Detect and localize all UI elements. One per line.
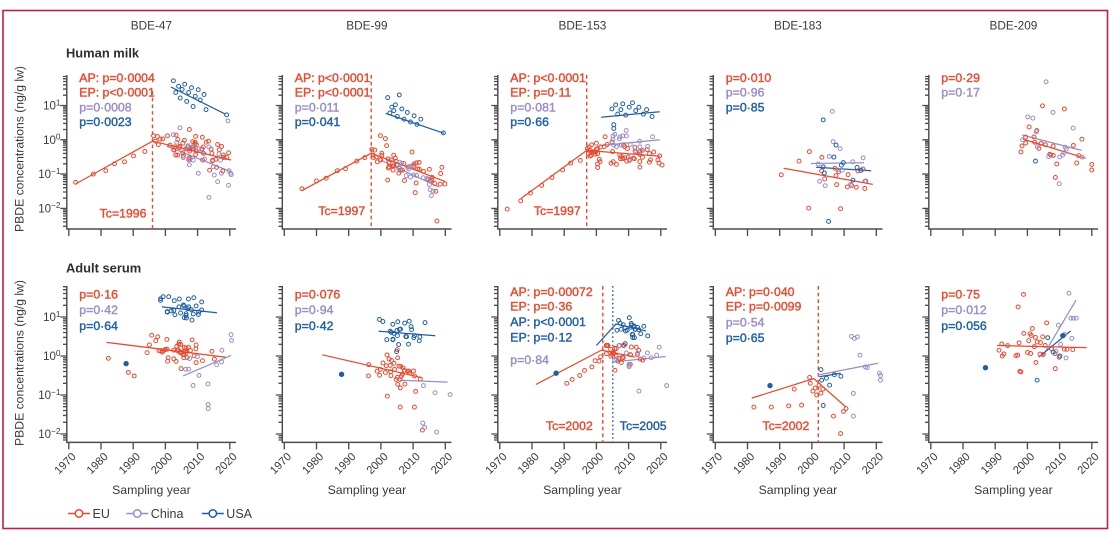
- svg-text:Tc=1997: Tc=1997: [318, 204, 365, 218]
- svg-text:p=0·85: p=0·85: [726, 100, 765, 114]
- svg-text:EP: p=0·12: EP: p=0·12: [510, 330, 572, 344]
- svg-text:Sampling year: Sampling year: [759, 483, 838, 497]
- svg-text:AP: p<0·0001: AP: p<0·0001: [510, 315, 586, 329]
- svg-text:Tc=1997: Tc=1997: [534, 204, 581, 218]
- svg-text:EP: p=0·11: EP: p=0·11: [510, 86, 571, 100]
- svg-text:p=0·17: p=0·17: [941, 86, 980, 100]
- svg-text:Adult serum: Adult serum: [66, 261, 141, 276]
- svg-text:EP: p<0·0001: EP: p<0·0001: [79, 86, 155, 100]
- svg-text:BDE-183: BDE-183: [774, 18, 822, 32]
- svg-text:Tc=2005: Tc=2005: [620, 419, 667, 433]
- svg-text:AP: p=0·0004: AP: p=0·0004: [79, 71, 155, 85]
- svg-text:AP: p<0·0001: AP: p<0·0001: [510, 71, 586, 85]
- svg-text:p=0·65: p=0·65: [726, 331, 765, 345]
- svg-text:BDE-99: BDE-99: [346, 18, 387, 32]
- svg-text:p=0·0008: p=0·0008: [79, 100, 131, 114]
- svg-text:p=0·54: p=0·54: [726, 315, 765, 329]
- svg-text:EP: p=0·0099: EP: p=0·0099: [726, 299, 802, 313]
- svg-text:China: China: [151, 507, 184, 521]
- svg-text:p=0·75: p=0·75: [941, 287, 980, 301]
- svg-text:BDE-209: BDE-209: [989, 18, 1037, 32]
- svg-text:p=0·84: p=0·84: [510, 353, 549, 367]
- svg-text:PBDE concentrations (ng/g lw): PBDE concentrations (ng/g lw): [12, 280, 26, 446]
- svg-text:Tc=2002: Tc=2002: [762, 419, 809, 433]
- svg-text:p=0·66: p=0·66: [510, 115, 549, 129]
- svg-text:Sampling year: Sampling year: [543, 483, 622, 497]
- svg-text:Sampling year: Sampling year: [328, 483, 407, 497]
- svg-text:p=0·42: p=0·42: [295, 319, 334, 333]
- svg-text:USA: USA: [226, 507, 252, 521]
- svg-text:p=0·012: p=0·012: [941, 303, 987, 317]
- svg-text:p=0·64: p=0·64: [79, 319, 118, 333]
- svg-text:BDE-153: BDE-153: [558, 18, 606, 32]
- svg-text:p=0·056: p=0·056: [941, 319, 987, 333]
- svg-text:EP: p=0·36: EP: p=0·36: [510, 299, 572, 313]
- svg-text:p=0·96: p=0·96: [726, 86, 765, 100]
- svg-text:PBDE concentrations (ng/g lw): PBDE concentrations (ng/g lw): [12, 66, 26, 232]
- svg-text:p=0·011: p=0·011: [295, 100, 340, 114]
- svg-text:p=0·94: p=0·94: [295, 303, 334, 317]
- svg-text:EP: p<0·0001: EP: p<0·0001: [295, 86, 371, 100]
- svg-text:p=0·010: p=0·010: [726, 71, 772, 85]
- svg-text:Tc=2002: Tc=2002: [546, 419, 593, 433]
- svg-text:AP: p=0·040: AP: p=0·040: [726, 285, 795, 299]
- svg-text:BDE-47: BDE-47: [131, 18, 172, 32]
- svg-text:Sampling year: Sampling year: [974, 483, 1053, 497]
- svg-text:Human milk: Human milk: [66, 45, 140, 60]
- svg-text:p=0·081: p=0·081: [510, 100, 556, 114]
- svg-text:p=0·076: p=0·076: [295, 287, 341, 301]
- svg-text:EU: EU: [93, 507, 110, 521]
- svg-text:p=0·42: p=0·42: [79, 303, 118, 317]
- svg-text:Tc=1996: Tc=1996: [100, 206, 147, 220]
- svg-text:p=0·0023: p=0·0023: [79, 115, 131, 129]
- svg-text:AP: p=0·00072: AP: p=0·00072: [510, 285, 593, 299]
- svg-text:AP: p<0·0001: AP: p<0·0001: [295, 71, 371, 85]
- svg-text:p=0·29: p=0·29: [941, 71, 980, 85]
- svg-text:Sampling year: Sampling year: [112, 483, 191, 497]
- svg-text:p=0·041: p=0·041: [295, 115, 341, 129]
- svg-text:p=0·16: p=0·16: [79, 287, 118, 301]
